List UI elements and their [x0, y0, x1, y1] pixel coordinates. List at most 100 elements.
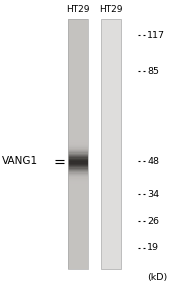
Bar [68, 42, 88, 44]
Bar [68, 118, 88, 120]
Bar [68, 232, 88, 234]
Bar [68, 257, 88, 259]
Bar [68, 75, 88, 76]
Bar [68, 225, 88, 226]
Bar [68, 167, 88, 169]
Bar [68, 88, 88, 90]
Bar [68, 190, 88, 191]
Bar [68, 49, 88, 50]
Bar [68, 255, 88, 256]
Bar [68, 99, 88, 100]
Bar [68, 210, 88, 211]
Bar [68, 187, 88, 189]
Text: 34: 34 [147, 190, 159, 199]
Bar [68, 39, 88, 40]
Bar [68, 94, 88, 95]
Bar [68, 254, 88, 255]
Bar [68, 135, 88, 137]
Text: 19: 19 [147, 243, 159, 252]
Bar [68, 169, 88, 170]
Bar [68, 20, 88, 21]
Bar [68, 199, 88, 200]
Bar [68, 84, 88, 85]
Bar [68, 67, 88, 69]
Bar [68, 45, 88, 46]
Bar [68, 19, 88, 268]
Bar [68, 25, 88, 26]
Bar [68, 86, 88, 88]
Bar [68, 121, 88, 123]
Bar [68, 196, 88, 198]
Bar [68, 64, 88, 65]
Bar [68, 116, 88, 118]
Bar [68, 212, 88, 214]
Bar [68, 267, 88, 269]
Bar [68, 188, 88, 190]
Bar [68, 102, 88, 104]
Bar [68, 214, 88, 215]
Bar [68, 92, 88, 94]
Bar [68, 19, 88, 20]
Bar [68, 51, 88, 52]
Bar [68, 55, 88, 56]
Bar [68, 165, 88, 166]
Bar [68, 61, 88, 63]
Bar [68, 95, 88, 96]
Bar [68, 195, 88, 196]
Bar [68, 50, 88, 51]
Bar [68, 62, 88, 64]
Bar [68, 44, 88, 45]
Bar [68, 208, 88, 210]
Bar [68, 202, 88, 204]
Bar [68, 60, 88, 61]
Bar [68, 125, 88, 126]
Bar [68, 227, 88, 229]
Bar [68, 230, 88, 231]
Bar [68, 22, 88, 24]
Bar [68, 236, 88, 238]
Bar [68, 182, 88, 184]
Bar [68, 91, 88, 93]
Bar [68, 100, 88, 101]
Bar [68, 57, 88, 59]
Bar [68, 70, 88, 71]
Bar [68, 231, 88, 232]
Bar [68, 180, 88, 181]
Bar [68, 76, 88, 78]
Bar [68, 148, 88, 150]
Bar [68, 158, 88, 160]
Text: HT29: HT29 [66, 5, 90, 14]
Bar [68, 265, 88, 266]
Bar [68, 40, 88, 41]
Bar [68, 156, 88, 158]
Bar [68, 69, 88, 70]
Bar [68, 136, 88, 138]
Text: VANG1: VANG1 [2, 156, 38, 167]
Bar [68, 46, 88, 48]
Bar [68, 115, 88, 116]
Bar [68, 131, 88, 133]
Bar [68, 58, 88, 60]
Bar [68, 103, 88, 105]
Bar [68, 178, 88, 180]
Bar [68, 194, 88, 195]
Bar [68, 166, 88, 168]
Bar [68, 139, 88, 140]
Bar [68, 24, 88, 25]
Bar [68, 185, 88, 186]
Bar [68, 132, 88, 134]
Bar [68, 28, 88, 30]
Text: 48: 48 [147, 157, 159, 166]
Bar [68, 141, 88, 142]
Bar [68, 52, 88, 54]
Bar [68, 82, 88, 84]
Bar [68, 262, 88, 264]
Bar [101, 19, 121, 268]
Bar [68, 161, 88, 163]
Bar [68, 250, 88, 251]
Bar [68, 215, 88, 216]
Bar [68, 252, 88, 254]
Bar [68, 173, 88, 175]
Bar [68, 85, 88, 86]
Bar [68, 124, 88, 125]
